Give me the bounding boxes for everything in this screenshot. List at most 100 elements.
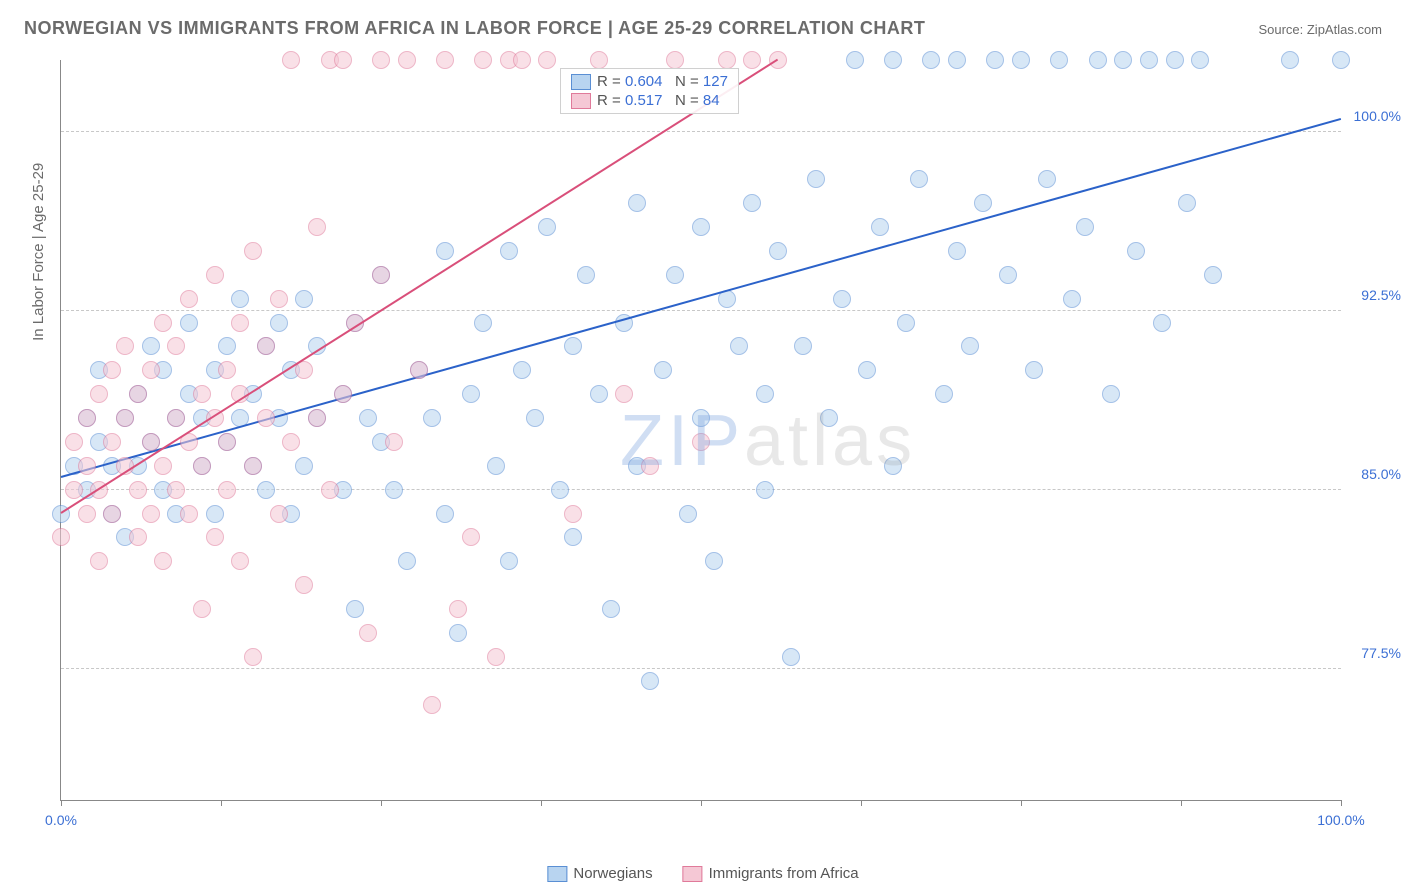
legend-label: Immigrants from Africa: [709, 865, 859, 882]
data-point: [1166, 51, 1184, 69]
data-point: [1191, 51, 1209, 69]
data-point: [1204, 266, 1222, 284]
data-point: [103, 361, 121, 379]
xtick: [1021, 800, 1022, 806]
data-point: [730, 337, 748, 355]
data-point: [1038, 170, 1056, 188]
data-point: [398, 552, 416, 570]
data-point: [679, 505, 697, 523]
xtick: [861, 800, 862, 806]
data-point: [206, 528, 224, 546]
data-point: [666, 266, 684, 284]
data-point: [782, 648, 800, 666]
xtick: [701, 800, 702, 806]
data-point: [1281, 51, 1299, 69]
data-point: [308, 409, 326, 427]
data-point: [1153, 314, 1171, 332]
data-point: [65, 481, 83, 499]
data-point: [807, 170, 825, 188]
data-point: [692, 433, 710, 451]
data-point: [794, 337, 812, 355]
data-point: [129, 528, 147, 546]
data-point: [1332, 51, 1350, 69]
data-point: [974, 194, 992, 212]
data-point: [142, 361, 160, 379]
data-point: [666, 51, 684, 69]
chart-title: NORWEGIAN VS IMMIGRANTS FROM AFRICA IN L…: [24, 18, 925, 39]
legend-label: Norwegians: [573, 865, 652, 882]
data-point: [154, 457, 172, 475]
data-point: [487, 648, 505, 666]
gridline: [61, 310, 1341, 311]
data-point: [474, 51, 492, 69]
data-point: [359, 624, 377, 642]
ytick-label: 92.5%: [1346, 287, 1401, 303]
data-point: [282, 433, 300, 451]
data-point: [270, 314, 288, 332]
data-point: [423, 696, 441, 714]
legend-swatch: [571, 93, 591, 109]
data-point: [218, 433, 236, 451]
data-point: [743, 194, 761, 212]
data-point: [180, 505, 198, 523]
data-point: [769, 242, 787, 260]
data-point: [590, 51, 608, 69]
data-point: [1114, 51, 1132, 69]
data-point: [423, 409, 441, 427]
data-point: [103, 433, 121, 451]
data-point: [116, 337, 134, 355]
data-point: [218, 361, 236, 379]
data-point: [78, 409, 96, 427]
data-point: [948, 51, 966, 69]
xtick: [61, 800, 62, 806]
stats-row: R = 0.604 N = 127: [571, 73, 728, 90]
data-point: [321, 481, 339, 499]
data-point: [449, 624, 467, 642]
data-point: [257, 337, 275, 355]
data-point: [334, 385, 352, 403]
data-point: [385, 481, 403, 499]
data-point: [1076, 218, 1094, 236]
data-point: [193, 600, 211, 618]
data-point: [270, 505, 288, 523]
data-point: [564, 528, 582, 546]
legend-bottom: Norwegians Immigrants from Africa: [547, 865, 858, 882]
data-point: [743, 51, 761, 69]
data-point: [167, 409, 185, 427]
data-point: [500, 242, 518, 260]
y-axis-label: In Labor Force | Age 25-29: [30, 163, 47, 341]
data-point: [474, 314, 492, 332]
data-point: [705, 552, 723, 570]
data-point: [846, 51, 864, 69]
data-point: [436, 242, 454, 260]
data-point: [884, 51, 902, 69]
data-point: [167, 481, 185, 499]
data-point: [1102, 385, 1120, 403]
gridline: [61, 489, 1341, 490]
data-point: [334, 51, 352, 69]
data-point: [52, 528, 70, 546]
data-point: [692, 409, 710, 427]
data-point: [65, 433, 83, 451]
data-point: [398, 51, 416, 69]
legend-item: Immigrants from Africa: [683, 865, 859, 882]
ytick-label: 100.0%: [1346, 108, 1401, 124]
data-point: [986, 51, 1004, 69]
data-point: [858, 361, 876, 379]
data-point: [1012, 51, 1030, 69]
xtick: [1341, 800, 1342, 806]
legend-item: Norwegians: [547, 865, 652, 882]
data-point: [410, 361, 428, 379]
data-point: [436, 51, 454, 69]
legend-swatch: [571, 74, 591, 90]
ytick-label: 85.0%: [1346, 466, 1401, 482]
data-point: [449, 600, 467, 618]
data-point: [257, 481, 275, 499]
data-point: [372, 51, 390, 69]
xtick: [1181, 800, 1182, 806]
data-point: [513, 361, 531, 379]
data-point: [154, 552, 172, 570]
data-point: [167, 337, 185, 355]
data-point: [346, 600, 364, 618]
data-point: [922, 51, 940, 69]
